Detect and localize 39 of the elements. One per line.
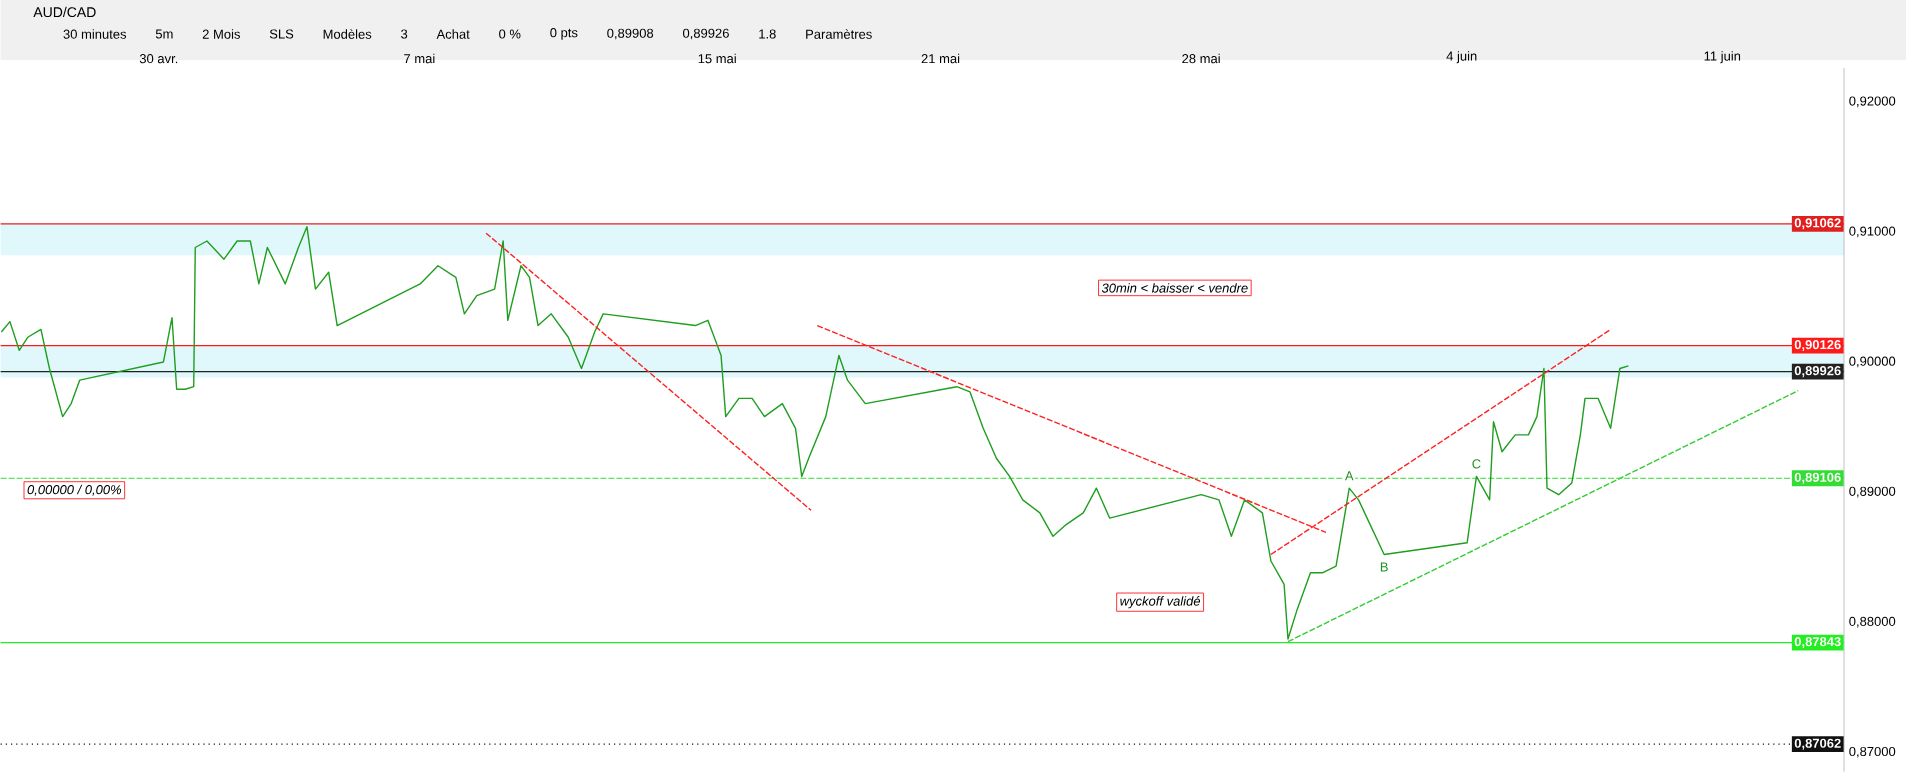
text: 1.8 xyxy=(759,29,776,39)
x-tick-label: 21 mai xyxy=(921,53,960,64)
text: SLS xyxy=(269,29,294,39)
text: 0 pts xyxy=(550,28,578,40)
annotation: wyckoff validé xyxy=(1120,595,1201,609)
ref-line-label: 0,89106 xyxy=(1794,472,1841,484)
x-tick-label: 28 mai xyxy=(1182,53,1220,64)
annotation: C xyxy=(1472,459,1481,469)
y-tick-label: 0,90000 xyxy=(1849,356,1896,368)
x-tick-label: 11 juin xyxy=(1704,51,1741,64)
text: Paramètres xyxy=(806,29,872,39)
ref-line-label: 0,91062 xyxy=(1794,218,1841,230)
text: 0 % xyxy=(499,29,521,39)
ref-line-label: 0,90126 xyxy=(1794,339,1841,352)
y-tick-label: 0,87000 xyxy=(1849,746,1896,758)
annotation: 30min < baisser < vendre xyxy=(1101,283,1248,293)
x-tick-label: 4 juin xyxy=(1446,51,1477,64)
ref-line-label: 0,87843 xyxy=(1794,636,1841,649)
ref-line-label: 0,89926 xyxy=(1794,365,1841,378)
annotation: 0,00000 / 0,00% xyxy=(27,484,122,496)
text: Modèles xyxy=(323,29,372,39)
chart-subtitle: 30 minutes xyxy=(63,29,127,39)
y-tick-label: 0,88000 xyxy=(1849,616,1896,628)
text: 0,89908 xyxy=(607,28,654,40)
y-tick-label: 0,92000 xyxy=(1849,96,1896,108)
x-tick-label: 15 mai xyxy=(698,53,736,64)
text: Achat xyxy=(436,29,470,39)
y-tick-label: 0,89000 xyxy=(1849,486,1896,498)
annotation: B xyxy=(1380,562,1388,572)
x-tick-label: 7 mai xyxy=(404,53,435,64)
y-tick-label: 0,91000 xyxy=(1849,226,1896,238)
x-tick-label: 30 avr. xyxy=(139,53,178,64)
ref-line-label: 0,87062 xyxy=(1794,738,1841,750)
text: 3 xyxy=(401,29,408,39)
annotation: A xyxy=(1344,471,1354,481)
text: 2 Mois xyxy=(202,29,240,39)
text: 0,89926 xyxy=(682,28,729,40)
text: 5m xyxy=(155,29,173,39)
chart-title: AUD/CAD xyxy=(33,6,96,18)
